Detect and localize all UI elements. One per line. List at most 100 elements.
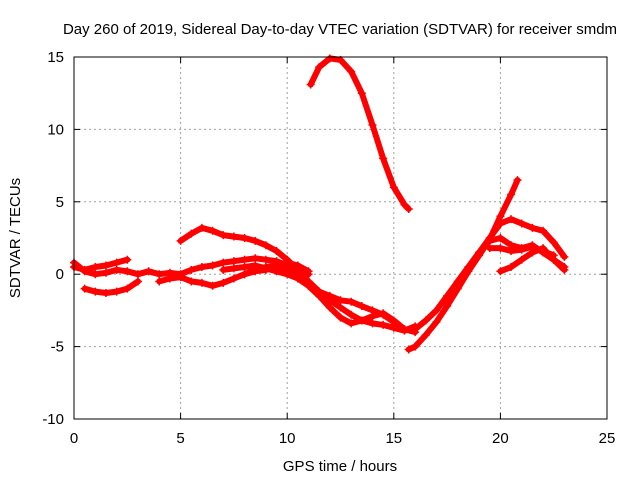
data-point [336, 296, 345, 305]
data-point [208, 261, 217, 270]
data-point [219, 278, 228, 287]
data-point [197, 278, 206, 287]
data-point [176, 236, 185, 245]
data-point [357, 89, 366, 98]
data-point [240, 270, 249, 279]
data-point [485, 244, 494, 253]
data-point [240, 255, 249, 264]
data-point [133, 277, 142, 286]
data-point [389, 183, 398, 192]
x-axis-label: GPS time / hours [283, 458, 397, 475]
data-point [187, 265, 196, 274]
data-point [251, 236, 260, 245]
data-point [229, 264, 238, 273]
data-point [357, 316, 366, 325]
data-point [315, 287, 324, 296]
series-track-m [496, 244, 569, 276]
data-point [229, 257, 238, 266]
data-point [251, 254, 260, 263]
data-point [539, 244, 548, 253]
chart-title: Day 260 of 2019, Sidereal Day-to-day VTE… [63, 21, 617, 38]
y-tick-label: -10 [42, 411, 64, 428]
data-point [400, 325, 409, 334]
series-line [241, 264, 408, 333]
data-point [485, 236, 494, 245]
series-track-h [306, 54, 413, 214]
series-track-g [240, 262, 409, 334]
data-point [496, 212, 505, 221]
data-point [219, 231, 228, 240]
data-point [539, 226, 548, 235]
data-point [304, 280, 313, 289]
data-point [272, 262, 281, 271]
data-point [197, 223, 206, 232]
data-point [251, 267, 260, 276]
data-point [325, 291, 334, 300]
data-point [357, 302, 366, 311]
data-series [70, 54, 569, 354]
data-point [123, 255, 132, 264]
data-point [261, 255, 270, 264]
data-point [549, 238, 558, 247]
series-line [405, 177, 521, 353]
data-point [101, 268, 110, 277]
data-point [496, 267, 505, 276]
data-point [507, 247, 516, 256]
data-point [219, 258, 228, 267]
data-point [112, 265, 121, 274]
data-point [176, 273, 185, 282]
data-point [144, 267, 153, 276]
data-point [336, 303, 345, 312]
data-point [336, 313, 345, 322]
data-point [517, 255, 526, 264]
data-point [517, 245, 526, 254]
data-point [155, 270, 164, 279]
data-point [304, 267, 313, 276]
y-tick-label: 0 [56, 266, 64, 283]
data-point [379, 154, 388, 163]
y-tick-label: 15 [47, 49, 64, 66]
data-point [528, 223, 537, 232]
data-point [229, 274, 238, 283]
data-point [101, 261, 110, 270]
data-point [187, 229, 196, 238]
data-point [421, 316, 430, 325]
data-point [379, 320, 388, 329]
series-track-c [80, 277, 142, 298]
data-point [443, 299, 452, 308]
data-point [389, 317, 398, 326]
grid [74, 57, 607, 419]
x-tick-label: 20 [492, 430, 509, 447]
data-point [133, 270, 142, 279]
data-point [91, 270, 100, 279]
x-tick-label: 0 [70, 430, 78, 447]
data-point [400, 200, 409, 209]
data-point [208, 281, 217, 290]
data-point [219, 265, 228, 274]
data-point [496, 234, 505, 242]
data-point [240, 262, 249, 271]
data-point [165, 274, 174, 283]
y-tick-label: 10 [47, 121, 64, 138]
data-point [240, 234, 249, 242]
data-point [155, 277, 164, 286]
x-tick-label: 10 [279, 430, 296, 447]
data-point [187, 277, 196, 286]
data-point [283, 265, 292, 274]
data-point [123, 267, 132, 276]
data-point [507, 190, 516, 199]
data-point [91, 287, 100, 296]
data-point [404, 205, 413, 214]
data-point [112, 258, 121, 267]
y-axis-label: SDTVAR / TECUs [7, 178, 24, 298]
data-point [91, 262, 100, 271]
data-point [272, 247, 281, 256]
y-tick-label: 5 [56, 194, 64, 211]
data-point [112, 287, 121, 296]
data-point [347, 67, 356, 76]
data-point [513, 176, 522, 185]
data-point [517, 219, 526, 228]
data-point [306, 80, 315, 89]
